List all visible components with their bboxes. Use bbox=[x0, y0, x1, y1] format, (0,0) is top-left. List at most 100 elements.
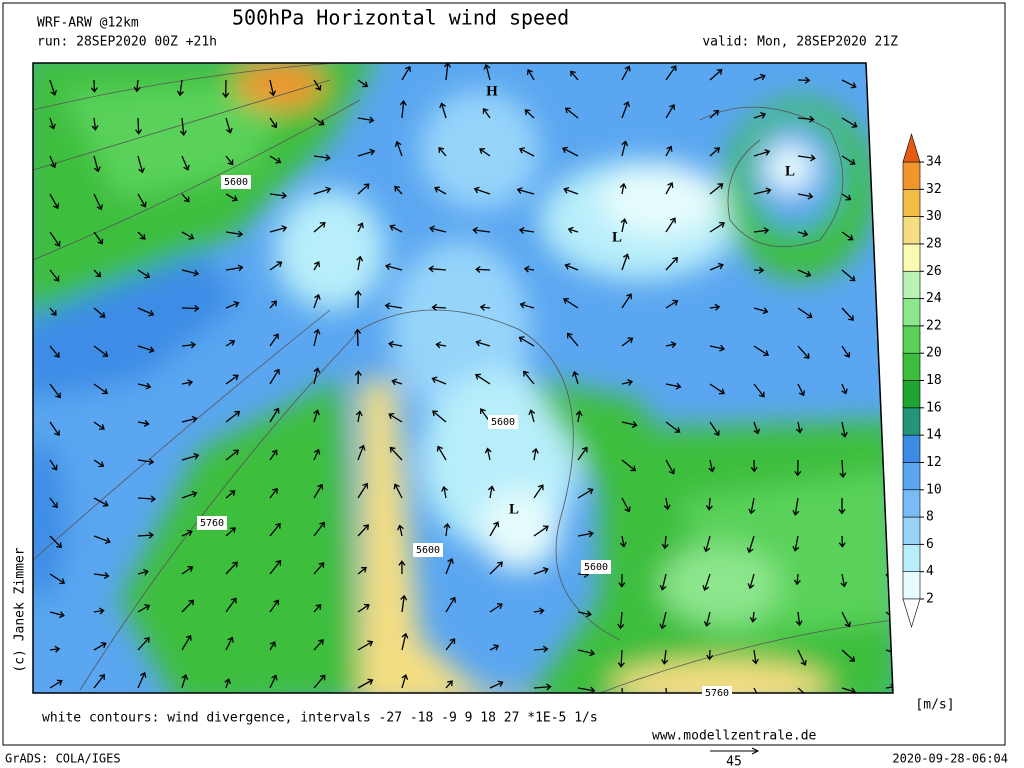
wind-arrow bbox=[533, 525, 549, 537]
wind-arrow bbox=[751, 649, 759, 665]
wind-arrow bbox=[388, 340, 403, 348]
wind-arrow bbox=[885, 307, 893, 320]
contour-label: 5600 bbox=[491, 417, 515, 428]
wind-arrow bbox=[621, 65, 631, 81]
wind-arrow bbox=[885, 459, 893, 477]
colorbar-segment bbox=[902, 544, 921, 572]
wind-arrow bbox=[617, 649, 625, 668]
vector-scale-head bbox=[751, 747, 760, 755]
wind-arrow bbox=[176, 79, 184, 97]
wind-arrow bbox=[885, 231, 893, 246]
wind-arrow bbox=[269, 641, 276, 651]
wind-arrow bbox=[269, 79, 277, 97]
wind-arrow bbox=[885, 383, 893, 399]
colorbar-segment bbox=[902, 189, 921, 217]
wind-arrow bbox=[841, 383, 848, 395]
wind-arrow bbox=[619, 535, 627, 548]
wind-arrow bbox=[389, 446, 403, 461]
colorbar-segment bbox=[902, 489, 921, 518]
colorbar-segment bbox=[902, 216, 921, 245]
pressure-center: L bbox=[509, 501, 519, 517]
wind-arrow bbox=[134, 117, 143, 135]
vector-scale-label: 45 bbox=[726, 755, 742, 768]
wind-arrow bbox=[225, 193, 238, 202]
wind-arrow bbox=[397, 524, 404, 537]
wind-arrow bbox=[49, 497, 58, 509]
website: www.modellzentrale.de bbox=[652, 729, 817, 744]
wind-arrow bbox=[661, 649, 669, 665]
wind-arrow bbox=[665, 421, 681, 433]
wind-arrow bbox=[533, 484, 544, 499]
wind-arrow bbox=[388, 413, 403, 423]
wind-arrow bbox=[225, 300, 240, 309]
wind-arrow bbox=[665, 104, 676, 119]
wind-arrow bbox=[709, 221, 726, 233]
wind-arrow bbox=[840, 573, 848, 588]
wind-arrow bbox=[841, 687, 856, 693]
colorbar-tick-label: 12 bbox=[926, 455, 942, 470]
wind-arrow bbox=[313, 483, 324, 499]
wind-arrow bbox=[797, 115, 815, 123]
wind-arrow bbox=[93, 345, 109, 357]
colorbar-tick-label: 4 bbox=[926, 564, 934, 579]
wind-arrow bbox=[753, 187, 772, 195]
wind-arrow bbox=[703, 611, 711, 627]
wind-arrow bbox=[269, 522, 281, 537]
colorbar-segment bbox=[902, 434, 921, 463]
wind-arrow bbox=[357, 603, 370, 613]
wind-arrow bbox=[441, 485, 448, 499]
wind-arrow bbox=[181, 155, 190, 171]
wind-arrow bbox=[665, 145, 673, 157]
wind-arrow bbox=[354, 328, 362, 347]
colorbar-segment bbox=[902, 407, 921, 436]
wind-arrow bbox=[269, 333, 279, 347]
wind-arrow bbox=[357, 183, 370, 195]
wind-arrow bbox=[313, 409, 320, 423]
map-labels: H L L L 5600 5600 5600 5600 5760 5760 bbox=[197, 83, 795, 700]
wind-arrow bbox=[225, 410, 241, 423]
wind-arrow bbox=[709, 421, 720, 437]
colorbar-segment bbox=[902, 462, 921, 491]
model-label: WRF-ARW @12km bbox=[37, 16, 139, 31]
wind-arrow bbox=[795, 421, 803, 434]
wind-arrow bbox=[709, 303, 721, 311]
wind-arrow bbox=[93, 269, 102, 278]
wind-arrow bbox=[357, 79, 369, 88]
wind-arrow bbox=[563, 186, 579, 195]
wind-arrow bbox=[570, 70, 579, 81]
colorbar-segment bbox=[902, 352, 921, 381]
wind-arrow bbox=[884, 497, 892, 510]
wind-arrow bbox=[533, 683, 552, 691]
wind-arrow bbox=[749, 611, 757, 623]
wind-arrow bbox=[797, 687, 812, 693]
colorbar-segment bbox=[902, 516, 921, 545]
wind-arrow bbox=[838, 497, 846, 515]
wind-arrow bbox=[269, 487, 278, 499]
wind-arrow bbox=[885, 79, 893, 95]
wind-arrow bbox=[794, 459, 802, 477]
wind-arrow bbox=[181, 415, 198, 423]
wind-arrow bbox=[181, 529, 193, 537]
map-border bbox=[32, 62, 894, 694]
colorbar-top-arrow bbox=[902, 132, 921, 163]
wind-arrow bbox=[49, 421, 60, 436]
wind-arrow bbox=[489, 521, 500, 537]
wind-arrow bbox=[885, 345, 893, 356]
wind-arrow bbox=[313, 261, 320, 271]
wind-arrow bbox=[659, 573, 667, 591]
wind-arrow bbox=[621, 293, 633, 309]
colorbar-tick-label: 22 bbox=[926, 318, 942, 333]
wind-arrow bbox=[484, 447, 492, 461]
wind-arrow bbox=[357, 482, 369, 499]
wind-arrow bbox=[428, 265, 447, 273]
wind-arrow bbox=[665, 299, 679, 309]
wind-arrow bbox=[313, 117, 325, 126]
wind-arrow bbox=[797, 649, 807, 666]
wind-arrow bbox=[384, 263, 403, 271]
wind-arrow bbox=[181, 231, 195, 240]
wind-arrow bbox=[225, 636, 234, 651]
wind-arrow bbox=[475, 265, 491, 273]
wind-arrow bbox=[528, 409, 536, 423]
wind-arrow bbox=[181, 193, 190, 203]
